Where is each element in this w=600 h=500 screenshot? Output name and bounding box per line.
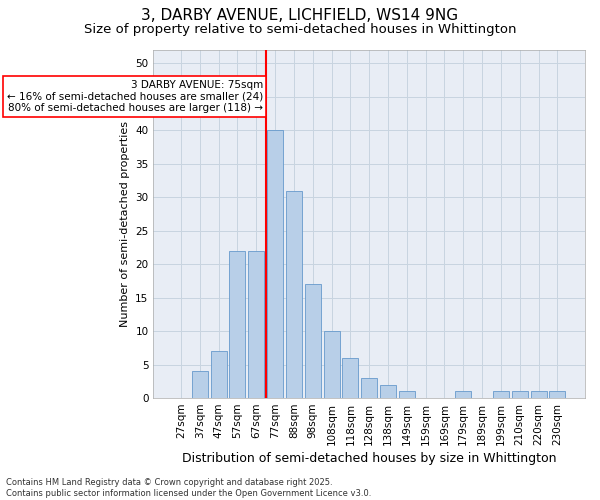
Text: 3, DARBY AVENUE, LICHFIELD, WS14 9NG: 3, DARBY AVENUE, LICHFIELD, WS14 9NG — [142, 8, 458, 22]
Bar — [192, 372, 208, 398]
Text: Contains HM Land Registry data © Crown copyright and database right 2025.
Contai: Contains HM Land Registry data © Crown c… — [6, 478, 371, 498]
Text: 3 DARBY AVENUE: 75sqm
← 16% of semi-detached houses are smaller (24)
80% of semi: 3 DARBY AVENUE: 75sqm ← 16% of semi-deta… — [7, 80, 263, 114]
X-axis label: Distribution of semi-detached houses by size in Whittington: Distribution of semi-detached houses by … — [182, 452, 556, 465]
Bar — [512, 392, 528, 398]
Bar — [380, 384, 396, 398]
Bar — [455, 392, 471, 398]
Bar — [399, 392, 415, 398]
Bar — [267, 130, 283, 398]
Bar — [530, 392, 547, 398]
Bar — [550, 392, 565, 398]
Bar — [286, 190, 302, 398]
Bar — [229, 251, 245, 398]
Text: Size of property relative to semi-detached houses in Whittington: Size of property relative to semi-detach… — [84, 22, 516, 36]
Bar — [323, 331, 340, 398]
Bar — [211, 351, 227, 398]
Bar — [305, 284, 320, 398]
Bar — [361, 378, 377, 398]
Bar — [493, 392, 509, 398]
Bar — [343, 358, 358, 398]
Y-axis label: Number of semi-detached properties: Number of semi-detached properties — [119, 121, 130, 327]
Bar — [248, 251, 264, 398]
